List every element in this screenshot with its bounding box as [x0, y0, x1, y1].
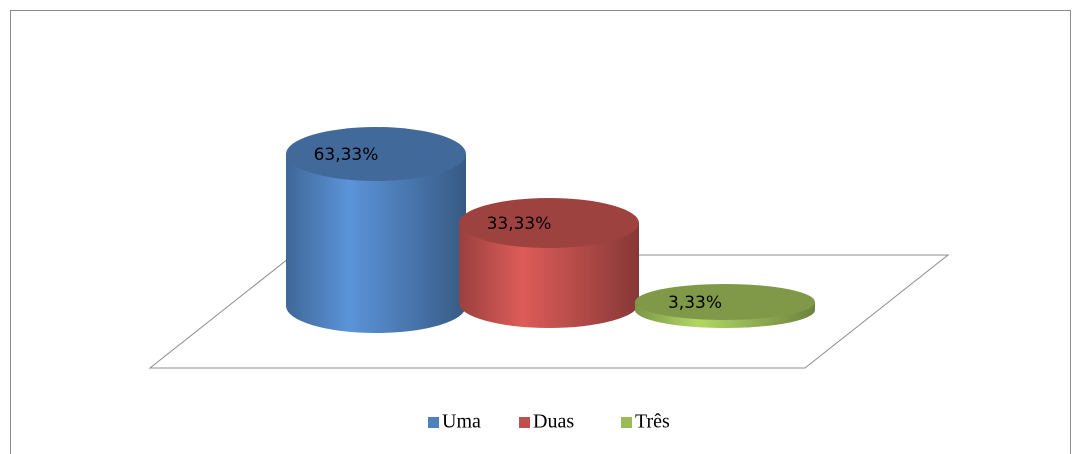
- legend-swatch: [428, 417, 439, 428]
- data-label: 3,33%: [668, 293, 722, 313]
- data-label: 33,33%: [487, 214, 552, 234]
- legend-label: Duas: [533, 411, 574, 433]
- legend-swatch: [519, 417, 530, 428]
- legend-label: Três: [635, 411, 670, 433]
- cylinder-top: [286, 127, 466, 182]
- cylinder-top: [459, 198, 639, 249]
- legend-swatch: [621, 417, 632, 428]
- cylinder: [286, 127, 466, 333]
- cylinder-body: [459, 223, 639, 328]
- cylinder-top: [635, 284, 815, 321]
- cylinder: [459, 198, 639, 328]
- floor: [148, 254, 950, 369]
- data-label: 63,33%: [314, 145, 379, 165]
- cylinder-body: [286, 154, 466, 333]
- legend-label: Uma: [442, 411, 481, 433]
- cylinder: [635, 284, 815, 328]
